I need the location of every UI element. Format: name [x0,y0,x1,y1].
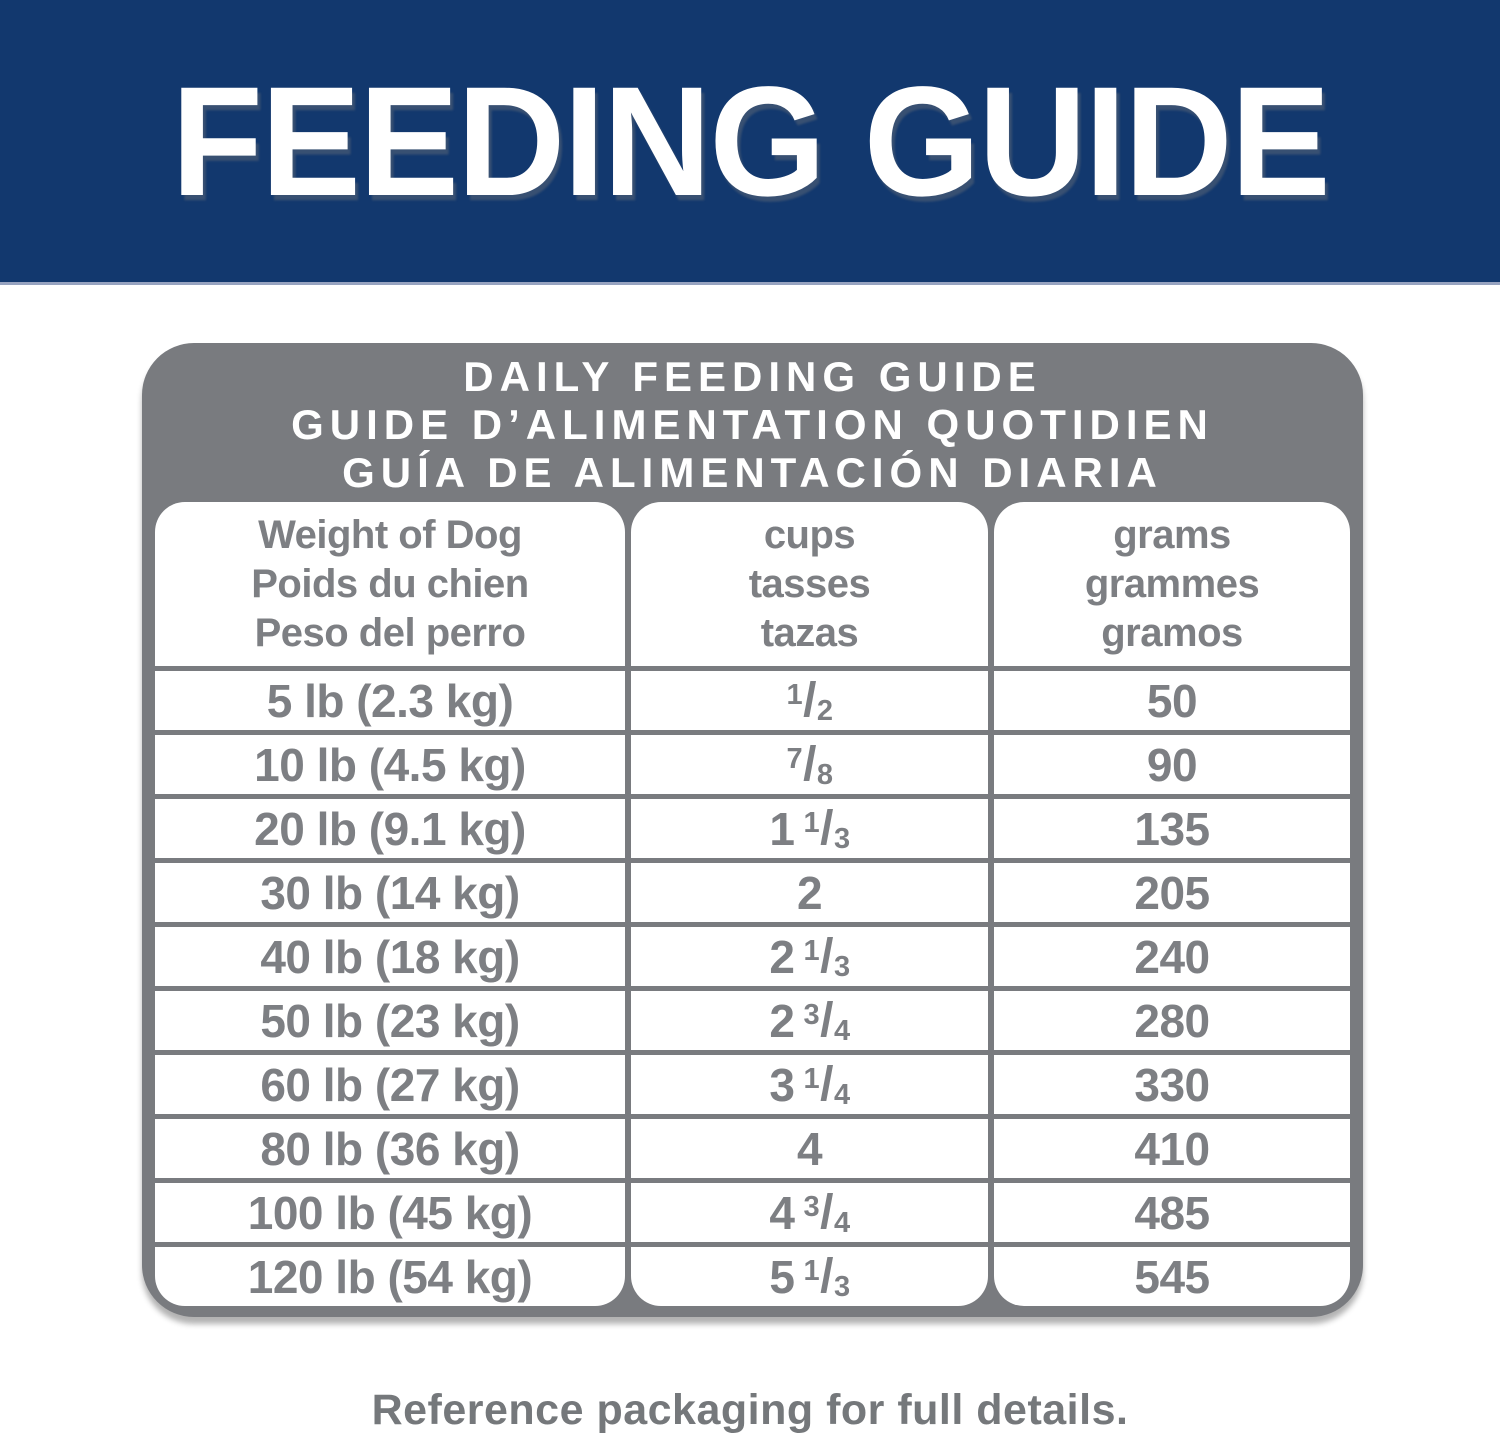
cups-whole: 2 [796,866,823,919]
feeding-table: Weight of Dog Poids du chien Peso del perr… [155,502,1350,1306]
col-header-grams-line: grams [1113,512,1231,557]
cups-whole: 2 [769,930,795,983]
cups-cell: 1/2 [631,671,988,730]
cups-cell: 1 1/3 [631,799,988,858]
weight-cell: 20 lb (9.1 kg) [155,799,625,858]
col-header-grams: grams grammes gramos [994,502,1350,666]
col-header-grams-line: gramos [1101,610,1243,655]
weight-cell: 5 lb (2.3 kg) [155,671,625,730]
cups-cell: 5 1/3 [631,1247,988,1306]
col-header-cups-line: tasses [748,561,871,606]
weight-cell: 50 lb (23 kg) [155,991,625,1050]
cups-fraction: 7/8 [786,738,833,791]
cups-cell: 2 3/4 [631,991,988,1050]
grams-cell: 135 [994,799,1350,858]
col-header-weight-line: Peso del perro [254,610,526,655]
page-title: FEEDING GUIDE [171,53,1330,228]
weight-cell: 80 lb (36 kg) [155,1119,625,1178]
cups-whole: 1 [769,802,795,855]
cups-fraction: 3/4 [803,994,850,1047]
cups-whole: 4 [769,1186,795,1239]
col-header-weight: Weight of Dog Poids du chien Peso del perr… [155,502,625,666]
col-header-cups: cups tasses tazas [631,502,988,666]
cups-whole: 3 [769,1058,795,1111]
grams-cell: 280 [994,991,1350,1050]
cups-fraction: 1/3 [803,930,850,983]
col-header-cups-line: cups [763,512,856,557]
grams-cell: 240 [994,927,1350,986]
cups-fraction: 1/4 [803,1058,850,1111]
grams-cell: 410 [994,1119,1350,1178]
cups-cell: 3 1/4 [631,1055,988,1114]
footer-note: Reference packaging for full details. [371,1386,1129,1434]
card-title-english: DAILY FEEDING GUIDE [463,352,1042,400]
weight-cell: 30 lb (14 kg) [155,863,625,922]
feeding-guide-banner: FEEDING GUIDE [0,0,1500,285]
cups-cell: 4 3/4 [631,1183,988,1242]
cups-cell: 2 [631,863,988,922]
grams-cell: 330 [994,1055,1350,1114]
weight-cell: 40 lb (18 kg) [155,927,625,986]
col-header-grams-line: grammes [1084,561,1260,606]
cups-fraction: 1/3 [803,1250,850,1303]
col-header-weight-line: Poids du chien [251,561,529,606]
cups-fraction: 1/3 [803,802,850,855]
grams-cell: 90 [994,735,1350,794]
cups-fraction: 3/4 [803,1186,850,1239]
cups-whole: 5 [769,1250,795,1303]
col-header-weight-line: Weight of Dog [258,512,522,557]
weight-cell: 10 lb (4.5 kg) [155,735,625,794]
grams-cell: 205 [994,863,1350,922]
weight-cell: 100 lb (45 kg) [155,1183,625,1242]
daily-feeding-guide-card: DAILY FEEDING GUIDE GUIDE D’ALIMENTATION… [142,343,1363,1317]
card-title-spanish: GUÍA DE ALIMENTACIÓN DIARIA [342,448,1163,496]
cups-cell: 7/8 [631,735,988,794]
weight-cell: 60 lb (27 kg) [155,1055,625,1114]
weight-cell: 120 lb (54 kg) [155,1247,625,1306]
grams-cell: 50 [994,671,1350,730]
card-title-french: GUIDE D’ALIMENTATION QUOTIDIEN [291,400,1214,448]
cups-whole: 4 [796,1122,823,1175]
grams-cell: 545 [994,1247,1350,1306]
cups-whole: 2 [769,994,795,1047]
cups-cell: 2 1/3 [631,927,988,986]
grams-cell: 485 [994,1183,1350,1242]
card-title: DAILY FEEDING GUIDE GUIDE D’ALIMENTATION… [142,343,1363,502]
cups-fraction: 1/2 [786,674,833,727]
col-header-cups-line: tazas [760,610,859,655]
cups-cell: 4 [631,1119,988,1178]
